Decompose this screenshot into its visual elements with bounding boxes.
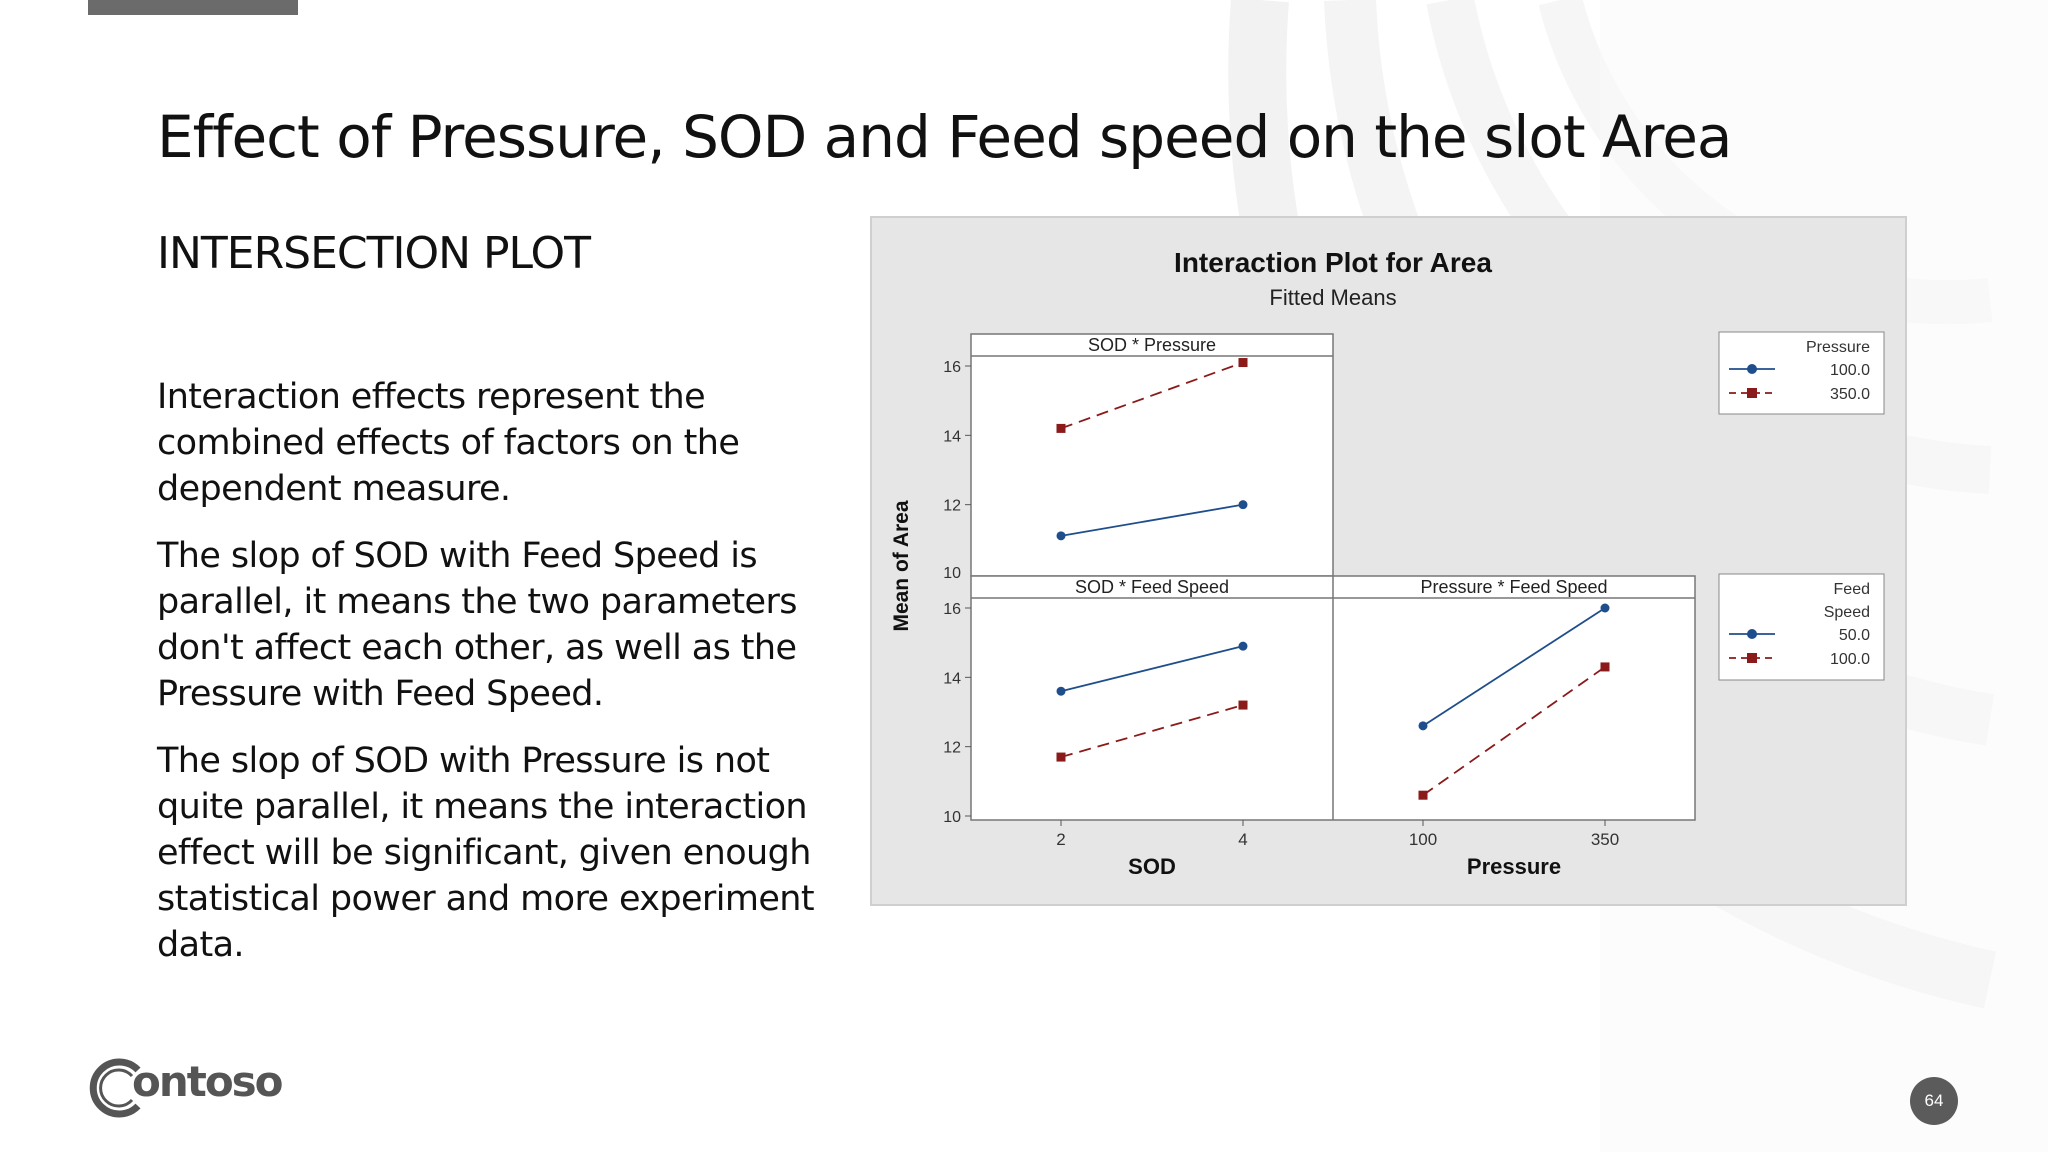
y-tick-label: 16 — [943, 601, 961, 618]
interaction-plot-svg: Interaction Plot for Area Fitted Means 12 1… — [890, 247, 1885, 879]
y-tick-label: 12 — [943, 498, 961, 515]
data-point — [1056, 686, 1066, 696]
slide-title: Effect of Pressure, SOD and Feed speed o… — [157, 103, 1732, 171]
legend-box — [1718, 573, 1885, 681]
legend-marker — [1747, 653, 1757, 663]
data-point — [1600, 603, 1610, 613]
body-text: Interaction effects represent the combin… — [157, 374, 837, 989]
data-point — [1056, 752, 1066, 762]
series-line — [1060, 704, 1244, 758]
data-point — [1056, 423, 1066, 433]
y-axis-label: Mean of Area — [890, 500, 913, 631]
chart-subtitle: Fitted Means — [1269, 285, 1396, 310]
paragraph: The slop of SOD with Pressure is not qui… — [157, 741, 815, 965]
data-point — [1238, 358, 1248, 368]
x-axis-label: SOD — [1128, 854, 1176, 879]
slide-subtitle: INTERSECTION PLOT — [157, 228, 591, 279]
data-point — [1418, 721, 1428, 731]
legend-entry: 100.0 — [1830, 651, 1870, 668]
y-tick-label: 12 — [943, 740, 961, 757]
panel-title: Pressure * Feed Speed — [1420, 577, 1607, 597]
series-line — [1422, 607, 1606, 727]
chart-title: Interaction Plot for Area — [1174, 247, 1492, 278]
contoso-logo: ontoso — [86, 1056, 286, 1120]
paragraph: The slop of SOD with Feed Speed is paral… — [157, 536, 798, 714]
data-point — [1238, 500, 1248, 510]
series-line — [1060, 361, 1244, 430]
x-tick-label: 100 — [1409, 830, 1437, 849]
x-tick-label: 350 — [1591, 830, 1619, 849]
data-point — [1418, 790, 1428, 800]
panel-frame — [970, 333, 1334, 577]
logo-c-icon — [89, 1058, 141, 1118]
panel-title: SOD * Feed Speed — [1075, 577, 1229, 597]
y-tick-label: 10 — [943, 809, 961, 826]
legend-marker — [1747, 388, 1757, 398]
interaction-plot-image: Interaction Plot for Area Fitted Means 12 1… — [870, 216, 1907, 906]
x-axis-label: Pressure — [1467, 854, 1561, 879]
y-tick-label: 14 — [943, 670, 961, 687]
x-tick-label: 4 — [1238, 830, 1247, 849]
legend-box — [1718, 331, 1885, 415]
x-tick-label: 2 — [1056, 830, 1065, 849]
legend-entry: 50.0 — [1839, 627, 1870, 644]
y-tick-label: 16 — [943, 359, 961, 376]
legend-marker — [1747, 629, 1757, 639]
panel-title: SOD * Pressure — [1088, 335, 1216, 355]
series-line — [1060, 503, 1244, 537]
legend-entry: 350.0 — [1830, 386, 1870, 403]
legend-entry: 100.0 — [1830, 362, 1870, 379]
series-line — [1060, 645, 1244, 693]
legend-title: Feed — [1834, 581, 1870, 598]
y-tick-label: 14 — [943, 428, 961, 445]
legend-title: Speed — [1824, 604, 1870, 621]
data-point — [1238, 700, 1248, 710]
data-point — [1056, 531, 1066, 541]
legend-marker — [1747, 364, 1757, 374]
top-accent-bar — [88, 0, 298, 15]
data-point — [1600, 662, 1610, 672]
y-tick-label: 10 — [943, 565, 961, 582]
legend-title: Pressure — [1806, 339, 1870, 356]
paragraph: Interaction effects represent the combin… — [157, 377, 740, 509]
data-point — [1238, 641, 1248, 651]
logo-text: ontoso — [132, 1057, 284, 1106]
page-number-badge: 64 — [1910, 1077, 1958, 1125]
